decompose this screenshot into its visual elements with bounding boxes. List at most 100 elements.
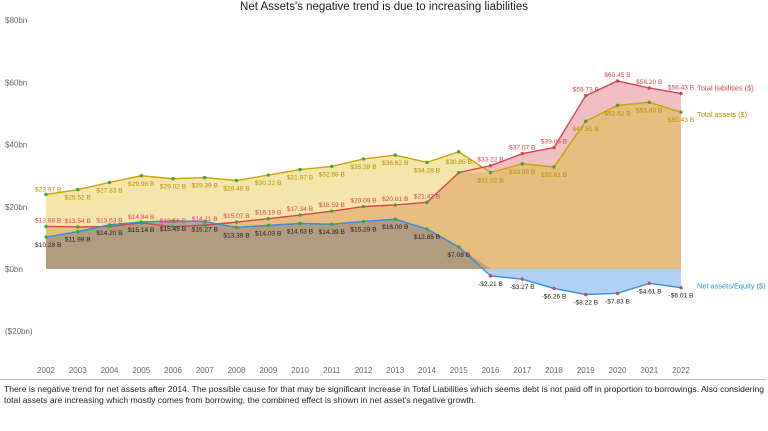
net-assets-data-label: -$3.27 B: [510, 284, 536, 291]
data-point: [488, 163, 493, 168]
data-point: [393, 203, 397, 207]
x-tick-label: 2007: [196, 366, 214, 375]
data-point: [298, 167, 302, 172]
assets-data-label: $27.83 B: [96, 187, 123, 194]
assets-data-label: $32.98 B: [319, 171, 346, 178]
liabilities-data-label: $58.20 B: [636, 79, 663, 86]
assets-data-label: $23.97 B: [35, 186, 62, 193]
net-assets-area: [46, 219, 681, 295]
assets-data-label: $32.81 B: [541, 172, 568, 179]
y-tick-label: $20bn: [5, 203, 27, 212]
commentary-text: There is negative trend for net assets a…: [0, 379, 766, 429]
data-point: [234, 220, 239, 224]
data-point: [44, 235, 48, 239]
data-point: [679, 91, 683, 96]
data-point: [361, 204, 366, 209]
data-point: [107, 223, 112, 227]
data-point: [615, 291, 620, 296]
assets-data-label: $50.43 B: [668, 117, 695, 124]
liabilities-data-label: $20.61 B: [382, 196, 409, 203]
data-point: [171, 177, 175, 181]
assets-data-label: $29.39 B: [192, 183, 219, 190]
y-tick-label: $60bn: [5, 78, 27, 87]
net-assets-data-label: $11.98 B: [65, 237, 92, 244]
data-point: [171, 219, 175, 223]
data-point: [393, 153, 397, 157]
liabilities-data-label: $14.84 B: [128, 214, 155, 221]
liabilities-data-label: $21.42 B: [414, 193, 441, 200]
data-point: [520, 162, 524, 166]
x-tick-label: 2018: [545, 366, 563, 375]
data-point: [330, 164, 334, 169]
net-assets-data-label: -$4.61 B: [637, 288, 663, 295]
area-chart: $80bn$60bn$40bn$20bn$0bn($20bn)$13.68 B $…: [5, 16, 766, 375]
assets-data-label: $34.28 B: [414, 167, 441, 174]
assets-data-label: $30.85 B: [446, 159, 473, 166]
net-assets-data-label: $15.29 B: [350, 226, 377, 233]
net-assets-data-label: -$7.83 B: [605, 298, 631, 305]
data-point: [425, 227, 429, 231]
net-assets-data-label: $16.00 B: [382, 224, 409, 231]
net-assets-data-label: $10.28 B: [35, 242, 62, 249]
liabilities-data-label: $13.54 B: [65, 218, 92, 225]
data-point: [520, 152, 524, 156]
legend-net-assets: Net assets/Equity ($): [697, 282, 766, 291]
data-point: [107, 180, 112, 185]
data-point: [203, 219, 207, 224]
net-assets-data-label: $15.45 B: [160, 226, 187, 233]
data-point: [76, 225, 80, 229]
data-point: [139, 174, 143, 178]
data-point: [584, 292, 588, 297]
data-point: [234, 225, 239, 230]
y-tick-label: $80bn: [5, 16, 27, 25]
assets-data-label: $25.52 B: [65, 195, 92, 202]
data-point: [76, 230, 80, 234]
data-point: [44, 192, 48, 197]
liabilities-data-label: $39.06 B: [541, 139, 568, 146]
net-assets-data-label: $14.03 B: [255, 230, 282, 237]
assets-data-label: $36.62 B: [382, 160, 409, 167]
x-tick-label: 2005: [132, 366, 150, 375]
assets-data-label: $53.60 B: [636, 107, 663, 114]
net-assets-data-label: $15.27 B: [192, 227, 219, 234]
data-point: [679, 285, 683, 290]
x-tick-label: 2016: [482, 366, 500, 375]
legend-total-assets: Total assets ($): [697, 110, 747, 119]
liabilities-data-label: $33.22 B: [477, 157, 504, 164]
x-tick-label: 2004: [101, 366, 119, 375]
data-point: [361, 157, 366, 161]
data-point: [457, 170, 461, 175]
data-point: [647, 281, 651, 286]
data-point: [520, 277, 524, 281]
x-tick-label: 2017: [513, 366, 531, 375]
net-assets-data-label: $15.14 B: [128, 227, 155, 234]
liabilities-data-label: $37.07 B: [509, 145, 536, 152]
x-tick-label: 2021: [640, 366, 658, 375]
liabilities-data-label: $14.11 B: [192, 216, 219, 223]
data-point: [76, 187, 80, 192]
x-tick-label: 2019: [577, 366, 595, 375]
liabilities-data-label: $60.45 B: [604, 72, 631, 79]
data-point: [457, 245, 461, 249]
data-point: [266, 173, 270, 177]
data-point: [393, 217, 397, 221]
x-tick-label: 2014: [418, 366, 436, 375]
x-tick-label: 2013: [386, 366, 404, 375]
data-point: [425, 200, 429, 205]
liabilities-data-label: $16.19 B: [255, 210, 282, 217]
net-assets-data-label: $12.85 B: [414, 234, 441, 241]
data-point: [298, 221, 302, 226]
data-point: [552, 145, 556, 150]
net-assets-data-label: $7.08 B: [447, 252, 470, 259]
x-tick-label: 2006: [164, 366, 182, 375]
data-point: [679, 110, 683, 114]
assets-data-label: $52.62 B: [604, 110, 631, 117]
overlap-area: [46, 102, 681, 269]
net-assets-data-label: $13.38 B: [223, 232, 250, 239]
data-point: [298, 213, 302, 217]
data-point: [584, 119, 588, 123]
x-tick-label: 2002: [37, 366, 55, 375]
x-tick-label: 2003: [69, 366, 87, 375]
x-tick-label: 2020: [609, 366, 627, 375]
